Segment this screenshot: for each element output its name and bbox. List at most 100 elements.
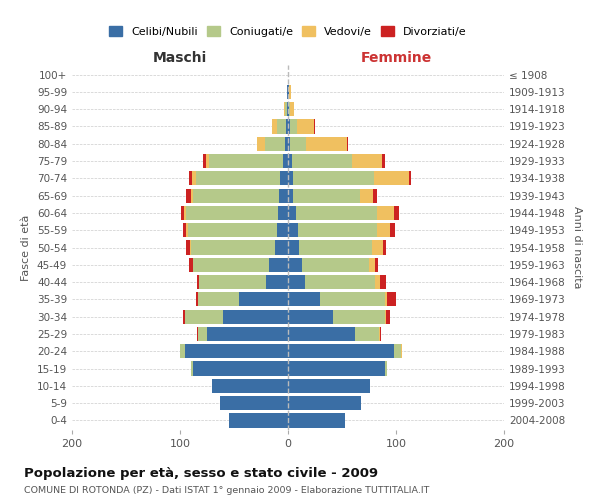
- Bar: [383, 240, 386, 254]
- Bar: [206, 154, 209, 168]
- Bar: [191, 362, 193, 376]
- Y-axis label: Fasce di età: Fasce di età: [22, 214, 31, 280]
- Bar: [307, 136, 347, 151]
- Text: Femmine: Femmine: [361, 51, 431, 65]
- Bar: [290, 102, 295, 116]
- Bar: [288, 240, 299, 254]
- Bar: [380, 275, 386, 289]
- Bar: [386, 310, 389, 324]
- Bar: [197, 327, 199, 341]
- Bar: [288, 258, 302, 272]
- Bar: [199, 275, 266, 289]
- Bar: [289, 102, 290, 116]
- Bar: [187, 223, 188, 238]
- Bar: [191, 240, 275, 254]
- Bar: [269, 258, 288, 272]
- Bar: [190, 240, 191, 254]
- Bar: [305, 275, 376, 289]
- Bar: [288, 327, 355, 341]
- Bar: [288, 379, 370, 393]
- Bar: [188, 171, 192, 186]
- Bar: [334, 310, 385, 324]
- Bar: [290, 136, 307, 151]
- Bar: [288, 275, 305, 289]
- Bar: [209, 154, 283, 168]
- Bar: [288, 136, 290, 151]
- Bar: [278, 206, 288, 220]
- Bar: [207, 327, 288, 341]
- Bar: [288, 188, 293, 202]
- Bar: [180, 344, 185, 358]
- Bar: [266, 275, 288, 289]
- Bar: [409, 171, 411, 186]
- Bar: [188, 223, 277, 238]
- Bar: [377, 206, 394, 220]
- Bar: [389, 223, 395, 238]
- Bar: [288, 154, 292, 168]
- Bar: [183, 223, 187, 238]
- Bar: [277, 223, 288, 238]
- Bar: [296, 206, 377, 220]
- Bar: [288, 344, 394, 358]
- Bar: [369, 258, 376, 272]
- Bar: [385, 310, 386, 324]
- Bar: [288, 120, 290, 134]
- Bar: [188, 258, 193, 272]
- Bar: [287, 102, 288, 116]
- Bar: [288, 362, 385, 376]
- Bar: [280, 188, 288, 202]
- Bar: [199, 292, 239, 306]
- Bar: [288, 102, 289, 116]
- Bar: [293, 188, 361, 202]
- Bar: [401, 344, 403, 358]
- Bar: [284, 102, 285, 116]
- Bar: [288, 206, 296, 220]
- Bar: [187, 206, 278, 220]
- Bar: [272, 120, 277, 134]
- Bar: [288, 171, 293, 186]
- Bar: [380, 327, 381, 341]
- Bar: [286, 120, 288, 134]
- Bar: [229, 414, 288, 428]
- Bar: [288, 310, 334, 324]
- Bar: [347, 136, 349, 151]
- Bar: [199, 327, 207, 341]
- Bar: [187, 188, 191, 202]
- Bar: [285, 102, 287, 116]
- Bar: [187, 240, 190, 254]
- Legend: Celibi/Nubili, Coniugati/e, Vedovi/e, Divorziati/e: Celibi/Nubili, Coniugati/e, Vedovi/e, Di…: [105, 22, 471, 41]
- Bar: [275, 240, 288, 254]
- Bar: [376, 258, 377, 272]
- Bar: [287, 84, 288, 99]
- Bar: [293, 171, 374, 186]
- Bar: [288, 84, 289, 99]
- Bar: [373, 188, 377, 202]
- Bar: [193, 258, 269, 272]
- Bar: [394, 344, 401, 358]
- Bar: [385, 292, 388, 306]
- Bar: [192, 171, 196, 186]
- Bar: [379, 327, 380, 341]
- Bar: [265, 136, 285, 151]
- Bar: [239, 292, 288, 306]
- Bar: [212, 379, 288, 393]
- Bar: [352, 154, 382, 168]
- Bar: [203, 154, 206, 168]
- Text: COMUNE DI ROTONDA (PZ) - Dati ISTAT 1° gennaio 2009 - Elaborazione TUTTITALIA.IT: COMUNE DI ROTONDA (PZ) - Dati ISTAT 1° g…: [24, 486, 430, 495]
- Bar: [185, 344, 288, 358]
- Bar: [302, 258, 369, 272]
- Text: Popolazione per età, sesso e stato civile - 2009: Popolazione per età, sesso e stato civil…: [24, 468, 378, 480]
- Bar: [193, 188, 280, 202]
- Bar: [193, 362, 288, 376]
- Bar: [288, 414, 345, 428]
- Bar: [376, 275, 380, 289]
- Bar: [292, 154, 352, 168]
- Bar: [184, 206, 187, 220]
- Bar: [288, 396, 361, 410]
- Bar: [374, 171, 409, 186]
- Bar: [299, 240, 372, 254]
- Bar: [314, 120, 315, 134]
- Bar: [280, 171, 288, 186]
- Bar: [185, 310, 223, 324]
- Bar: [288, 292, 320, 306]
